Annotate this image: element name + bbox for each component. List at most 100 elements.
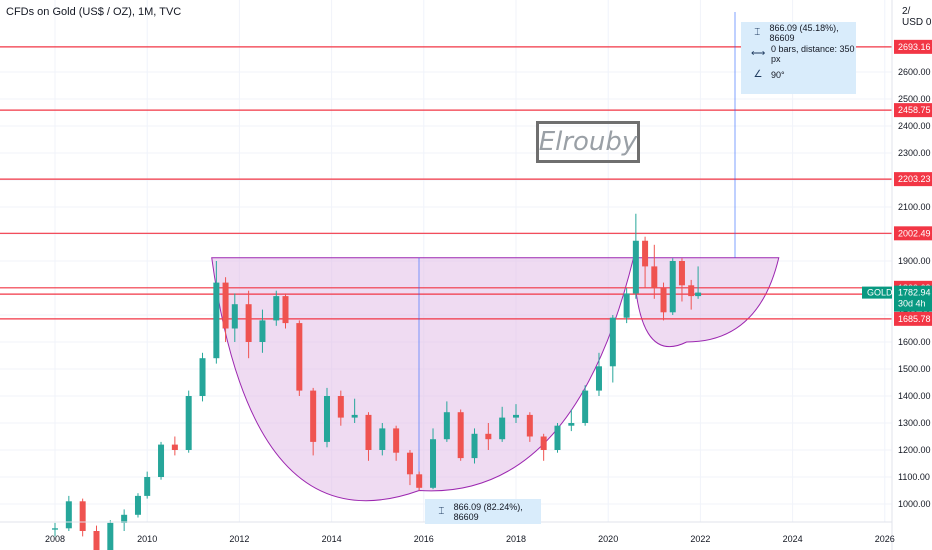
level-price-label: 2693.16 xyxy=(898,42,931,52)
measure-info-top: ⌶ 866.09 (45.18%), 86609 ⟷ 0 bars, distanc… xyxy=(741,22,856,94)
price-tick-label: 1300.00 xyxy=(898,418,931,428)
price-tick-label: 1200.00 xyxy=(898,445,931,455)
chart-title: CFDs on Gold (US$ / OZ), 1M, TVC xyxy=(6,6,182,18)
symbol-tag xyxy=(862,286,892,299)
time-tick-label: 2016 xyxy=(414,534,434,544)
candle-body xyxy=(660,288,667,313)
candle-body xyxy=(678,261,685,286)
candle-body xyxy=(416,474,423,488)
candle-body xyxy=(185,396,192,450)
candle-body xyxy=(695,292,702,297)
candle-body xyxy=(144,477,151,496)
time-tick-label: 2018 xyxy=(506,534,526,544)
candle-body xyxy=(245,304,252,342)
measure-price-text: 866.09 (45.18%), 86609 xyxy=(769,22,839,43)
candle-body xyxy=(471,433,478,459)
level-price-tag[interactable] xyxy=(894,103,932,118)
measure-angle-row: ∠ 90° xyxy=(741,64,856,85)
candle-body xyxy=(199,358,206,396)
time-tick-label: 2026 xyxy=(875,534,895,544)
price-range-icon: ⌶ xyxy=(754,27,761,38)
candle-body xyxy=(430,439,437,488)
price-axis-bg xyxy=(892,0,932,550)
candle-body xyxy=(632,240,639,294)
candle-body xyxy=(651,266,658,288)
candle-body xyxy=(323,396,330,442)
countdown-label: 30d 4h xyxy=(898,299,926,309)
candle-body xyxy=(259,320,266,342)
angle-icon: ∠ xyxy=(753,69,763,80)
level-price-label: 2458.75 xyxy=(898,105,931,115)
time-tick-label: 2010 xyxy=(137,534,157,544)
candle-body xyxy=(513,414,519,418)
currency-label: 2/ USD 0 xyxy=(902,6,932,28)
last-price-label: 1782.94 xyxy=(898,288,931,298)
measure-bars-text: 0 bars, distance: 350 px xyxy=(771,43,855,64)
price-tick-label: 2600.00 xyxy=(898,67,931,77)
candle-body xyxy=(296,323,303,391)
price-tick-label: 1000.00 xyxy=(898,499,931,509)
price-tick-label: 1100.00 xyxy=(898,472,930,482)
candle-body xyxy=(79,501,86,531)
time-axis[interactable]: 2008 2010 2012 2014 2016 2018 2020 2022 2024 2026 xyxy=(0,521,895,544)
price-tick-label: 1400.00 xyxy=(898,391,931,401)
candle-body xyxy=(365,414,372,450)
price-tick-label: 2400.00 xyxy=(898,121,931,131)
candle-body xyxy=(443,412,450,440)
price-tick-label: 2300.00 xyxy=(898,148,931,158)
candle-body xyxy=(121,514,128,523)
measure-price-row-bottom: ⌶ 866.09 (82.24%), 86609 xyxy=(425,499,541,524)
price-tick-label: 1600.00 xyxy=(898,337,931,347)
candle-body xyxy=(171,444,178,450)
candle-body xyxy=(499,417,506,440)
axis-partial-value: 0 xyxy=(925,17,932,28)
measure-info-bottom: ⌶ 866.09 (82.24%), 86609 xyxy=(425,499,541,524)
price-axis[interactable]: 1000.00 1100.00 1200.00 1300.00 1400.00 1500.… xyxy=(862,0,932,550)
candle-body xyxy=(231,304,238,329)
level-price-tag[interactable] xyxy=(894,226,932,241)
candle-body xyxy=(642,240,649,267)
candle-body xyxy=(540,436,547,450)
level-price-label: 2002.49 xyxy=(898,228,931,238)
price-tick-label: 2500.00 xyxy=(898,94,931,104)
bars-range-icon: ⟷ xyxy=(751,48,766,59)
candle-body xyxy=(379,428,386,450)
level-price-tag[interactable] xyxy=(894,39,932,54)
candle-body xyxy=(282,296,289,324)
measure-lines xyxy=(418,12,736,491)
time-tick-label: 2020 xyxy=(598,534,618,544)
measure-angle-text: 90° xyxy=(771,69,785,80)
candle-body xyxy=(273,296,280,321)
time-tick-label: 2012 xyxy=(229,534,249,544)
level-price-tag[interactable] xyxy=(894,172,932,187)
candle-body xyxy=(554,425,561,450)
candle-body xyxy=(568,423,575,426)
time-tick-label: 2008 xyxy=(45,534,65,544)
candle-body xyxy=(688,285,695,297)
candle-body xyxy=(65,501,72,529)
candle-body xyxy=(337,396,344,418)
symbol-label: GOLD xyxy=(867,288,893,298)
last-price-tag[interactable] xyxy=(894,285,932,312)
candle-body xyxy=(406,452,413,475)
candle-body xyxy=(485,433,492,440)
candle-body xyxy=(582,390,589,423)
candle-body xyxy=(93,531,100,550)
price-tick-label: 2100.00 xyxy=(898,202,931,212)
author-watermark: Elrouby xyxy=(536,121,640,163)
candle-body xyxy=(213,282,220,359)
candle-body xyxy=(669,261,676,313)
candles xyxy=(52,213,702,550)
price-tick-label: 1900.00 xyxy=(898,256,931,266)
candle-body xyxy=(310,390,317,442)
level-price-label: 1685.78 xyxy=(898,314,931,324)
candle-body xyxy=(393,428,400,453)
candle-body xyxy=(52,528,58,530)
candle-body xyxy=(457,412,464,459)
candle-body xyxy=(107,522,114,550)
horizontal-levels[interactable] xyxy=(0,46,892,320)
price-tick-label: 1500.00 xyxy=(898,364,931,374)
time-tick-label: 2024 xyxy=(783,534,803,544)
level-price-tag[interactable] xyxy=(894,311,932,326)
